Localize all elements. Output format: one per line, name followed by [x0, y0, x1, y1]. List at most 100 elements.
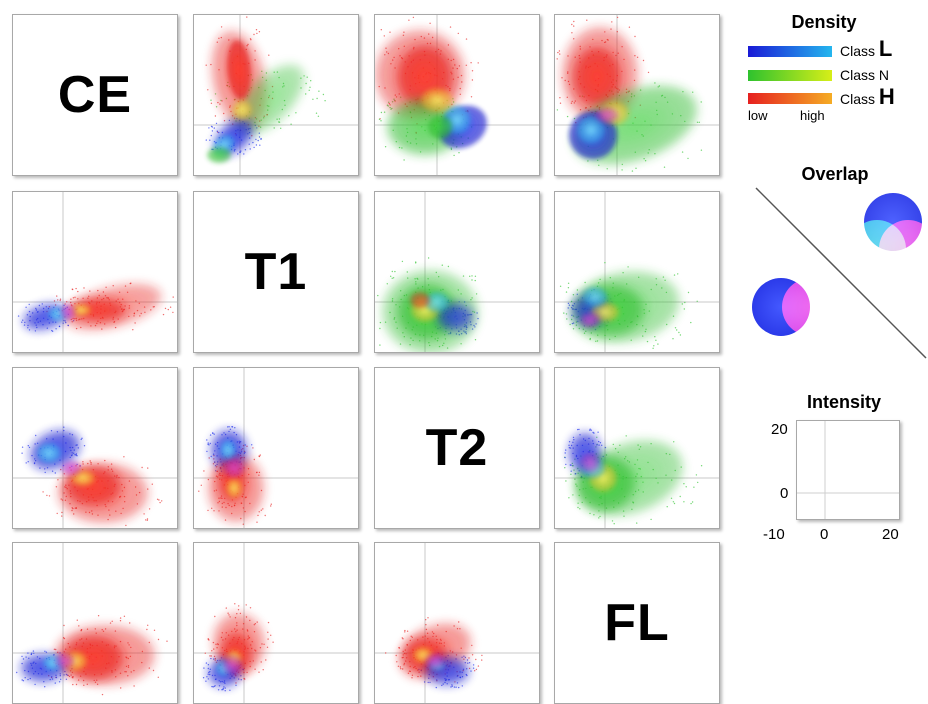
data-point	[210, 443, 211, 444]
data-point	[238, 609, 239, 610]
data-point	[259, 31, 260, 32]
data-point	[428, 682, 429, 683]
data-point	[102, 694, 103, 695]
data-point	[307, 77, 308, 78]
data-point	[318, 116, 319, 117]
data-point	[234, 603, 235, 604]
data-point	[61, 515, 62, 516]
data-point	[209, 140, 210, 141]
intensity-y-tick-0: 0	[780, 485, 788, 502]
data-point	[267, 638, 268, 639]
data-point	[396, 655, 397, 656]
data-point	[257, 515, 258, 516]
data-point	[455, 687, 456, 688]
data-point	[468, 657, 469, 658]
data-point	[272, 642, 273, 643]
data-point	[407, 271, 408, 272]
data-point	[471, 279, 472, 280]
data-point	[120, 620, 121, 621]
data-point	[611, 21, 612, 22]
data-point	[253, 34, 254, 35]
data-point	[59, 681, 60, 682]
data-point	[399, 647, 400, 648]
density-blob	[425, 653, 445, 669]
data-point	[559, 97, 560, 98]
data-point	[697, 482, 698, 483]
data-point	[565, 480, 566, 481]
scatter-panel-fl-vs-t2	[374, 542, 540, 704]
data-point	[701, 101, 702, 102]
data-point	[664, 167, 665, 168]
data-point	[28, 445, 29, 446]
data-point	[212, 130, 213, 131]
data-point	[415, 261, 416, 262]
data-point	[274, 127, 275, 128]
data-point	[598, 165, 599, 166]
data-point	[60, 299, 61, 300]
data-point	[210, 100, 211, 101]
data-point	[472, 70, 473, 71]
data-point	[70, 302, 71, 303]
data-point	[207, 510, 208, 511]
scatter-plot-0-2	[375, 15, 539, 175]
data-point	[404, 630, 405, 631]
data-point	[701, 465, 702, 466]
data-point	[228, 426, 229, 427]
data-point	[454, 686, 455, 687]
data-point	[477, 318, 478, 319]
data-point	[243, 678, 244, 679]
data-point	[474, 670, 475, 671]
data-point	[379, 119, 380, 120]
data-point	[203, 667, 204, 668]
scatter-plot-0-3	[555, 15, 719, 175]
data-point	[206, 662, 207, 663]
data-point	[60, 679, 61, 680]
data-point	[168, 309, 169, 310]
data-point	[76, 684, 77, 685]
data-point	[601, 445, 602, 446]
density-blob	[207, 147, 231, 163]
data-point	[429, 682, 430, 683]
data-point	[427, 617, 428, 618]
data-point	[23, 680, 24, 681]
data-point	[566, 318, 567, 319]
class-h-letter: H	[879, 84, 895, 109]
overlap-legend-graphic	[740, 186, 928, 362]
data-point	[60, 300, 61, 301]
data-point	[231, 426, 232, 427]
density-cloud	[565, 263, 685, 351]
data-point	[425, 619, 426, 620]
data-point	[252, 447, 253, 448]
data-point	[110, 622, 111, 623]
data-point	[246, 604, 247, 605]
data-point	[565, 452, 566, 453]
data-point	[205, 653, 206, 654]
density-blob	[226, 478, 242, 498]
diagonal-panel-t2: T2	[374, 367, 540, 529]
data-point	[214, 616, 215, 617]
data-point	[225, 690, 226, 691]
data-point	[663, 276, 664, 277]
data-point	[206, 139, 207, 140]
data-point	[280, 128, 281, 129]
data-point	[568, 303, 569, 304]
data-point	[260, 138, 261, 139]
data-point	[688, 292, 689, 293]
data-point	[671, 498, 672, 499]
data-point	[394, 271, 395, 272]
data-point	[701, 150, 702, 151]
data-point	[481, 659, 482, 660]
data-point	[238, 605, 239, 606]
data-point	[403, 159, 404, 160]
data-point	[470, 62, 471, 63]
data-point	[154, 630, 155, 631]
data-point	[251, 444, 252, 445]
data-point	[654, 82, 655, 83]
density-blob	[224, 458, 244, 478]
data-point	[29, 304, 30, 305]
data-point	[569, 441, 570, 442]
data-point	[22, 447, 23, 448]
data-point	[51, 430, 52, 431]
data-point	[163, 314, 164, 315]
data-point	[256, 29, 257, 30]
